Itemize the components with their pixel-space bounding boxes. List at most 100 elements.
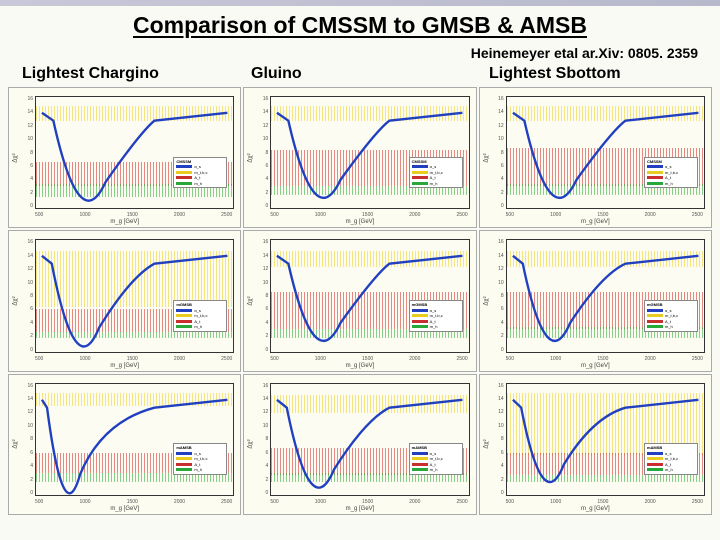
legend-label: A_t <box>430 462 436 467</box>
chart-panel-cmssm-chargino: CMSSMα_sm_t,b,cA_tm_h5001000150020002500… <box>8 87 241 228</box>
y-tick: 8 <box>266 436 269 442</box>
y-tick: 10 <box>498 423 504 429</box>
x-tick: 500 <box>35 499 43 505</box>
legend-swatch <box>647 182 663 185</box>
legend-swatch <box>412 452 428 455</box>
plot-area: CMSSMα_sm_t,b,cA_tm_h <box>270 96 469 209</box>
x-tick: 2500 <box>456 212 467 218</box>
legend-row: m_h <box>412 181 460 186</box>
y-ticks: 1614121086420 <box>21 96 33 209</box>
y-ticks: 1614121086420 <box>492 383 504 496</box>
legend-swatch <box>176 468 192 471</box>
y-axis-label: Δχ² <box>248 296 254 305</box>
legend-swatch <box>176 325 192 328</box>
legend-label: A_t <box>194 462 200 467</box>
legend-swatch <box>176 171 192 174</box>
legend-swatch <box>176 457 192 460</box>
legend-title: mAMSB <box>647 445 695 450</box>
legend-row: m_t,b,c <box>176 313 224 318</box>
legend-label: m_t,b,c <box>665 170 678 175</box>
y-tick: 0 <box>30 347 33 353</box>
x-tick: 1000 <box>550 212 561 218</box>
x-tick: 2000 <box>174 356 185 362</box>
y-axis-label: Δχ² <box>13 440 19 449</box>
x-tick: 2500 <box>456 356 467 362</box>
legend-swatch <box>647 325 663 328</box>
legend-label: m_t,b,c <box>194 313 207 318</box>
y-tick: 8 <box>30 150 33 156</box>
legend-box: mAMSBα_sm_t,b,cA_tm_h <box>173 443 227 475</box>
legend-row: m_t,b,c <box>412 456 460 461</box>
y-ticks: 1614121086420 <box>492 239 504 352</box>
legend-row: α_s <box>176 308 224 313</box>
x-tick: 500 <box>506 356 514 362</box>
x-tick: 500 <box>270 212 278 218</box>
legend-row: m_h <box>176 181 224 186</box>
y-tick: 4 <box>30 320 33 326</box>
y-tick: 10 <box>27 280 33 286</box>
legend-label: m_h <box>430 324 438 329</box>
y-tick: 8 <box>266 293 269 299</box>
col-header-gluino: Gluino <box>247 65 477 83</box>
y-tick: 6 <box>501 163 504 169</box>
legend-swatch <box>647 314 663 317</box>
legend-label: A_t <box>665 462 671 467</box>
y-tick: 16 <box>263 96 269 102</box>
legend-label: m_h <box>430 467 438 472</box>
yellow-band <box>36 251 233 307</box>
plot-area: mAMSBα_sm_t,b,cA_tm_h <box>506 383 705 496</box>
x-tick: 1000 <box>550 356 561 362</box>
legend-row: A_t <box>176 175 224 180</box>
legend-swatch <box>412 320 428 323</box>
legend-row: α_s <box>176 164 224 169</box>
chart-panel-mgmsb-gluino: mGMSBα_sm_t,b,cA_tm_h5001000150020002500… <box>243 230 476 371</box>
y-tick: 2 <box>30 477 33 483</box>
green-band <box>507 475 704 482</box>
x-tick: 500 <box>270 499 278 505</box>
legend-row: A_t <box>647 462 695 467</box>
x-axis-label: m_g [GeV] <box>346 219 375 225</box>
legend-row: m_h <box>647 467 695 472</box>
y-ticks: 1614121086420 <box>256 239 268 352</box>
y-tick: 14 <box>498 396 504 402</box>
legend-row: m_t,b,c <box>647 313 695 318</box>
x-tick: 500 <box>270 356 278 362</box>
y-tick: 4 <box>266 320 269 326</box>
legend-label: α_s <box>194 308 201 313</box>
legend-swatch <box>412 309 428 312</box>
legend-row: α_s <box>412 164 460 169</box>
legend-row: A_t <box>647 175 695 180</box>
legend-label: m_h <box>194 181 202 186</box>
x-tick: 2500 <box>221 499 232 505</box>
legend-box: CMSSMα_sm_t,b,cA_tm_h <box>644 157 698 189</box>
x-ticks: 5001000150020002500 <box>270 212 467 218</box>
chart-panel-cmssm-gluino: CMSSMα_sm_t,b,cA_tm_h 5001000150020002500… <box>243 87 476 228</box>
y-tick: 0 <box>501 490 504 496</box>
legend-box: CMSSMα_sm_t,b,cA_tm_h <box>409 157 463 189</box>
y-tick: 4 <box>501 320 504 326</box>
y-tick: 4 <box>266 176 269 182</box>
x-axis-label: m_g [GeV] <box>110 506 139 512</box>
legend-box: mAMSBα_sm_t,b,cA_tm_h <box>409 443 463 475</box>
legend-row: m_t,b,c <box>412 170 460 175</box>
legend-row: α_s <box>412 451 460 456</box>
legend-row: A_t <box>176 462 224 467</box>
legend-swatch <box>412 182 428 185</box>
y-tick: 2 <box>501 333 504 339</box>
y-axis-label: Δχ² <box>13 153 19 162</box>
plot-area: mGMSBα_sm_t,b,cA_tm_h <box>506 239 705 352</box>
y-tick: 14 <box>498 253 504 259</box>
x-axis-label: m_g [GeV] <box>110 219 139 225</box>
x-tick: 2000 <box>645 212 656 218</box>
y-tick: 8 <box>30 436 33 442</box>
legend-label: α_s <box>665 451 672 456</box>
legend-label: m_h <box>430 181 438 186</box>
x-tick: 1000 <box>315 356 326 362</box>
y-tick: 8 <box>501 150 504 156</box>
chart-panel-mgmsb-sbottom: mGMSBα_sm_t,b,cA_tm_h5001000150020002500… <box>479 230 712 371</box>
legend-label: A_t <box>194 175 200 180</box>
y-tick: 4 <box>30 176 33 182</box>
plot-area: mGMSBα_sm_t,b,cA_tm_h <box>270 239 469 352</box>
legend-swatch <box>647 452 663 455</box>
y-tick: 16 <box>498 383 504 389</box>
